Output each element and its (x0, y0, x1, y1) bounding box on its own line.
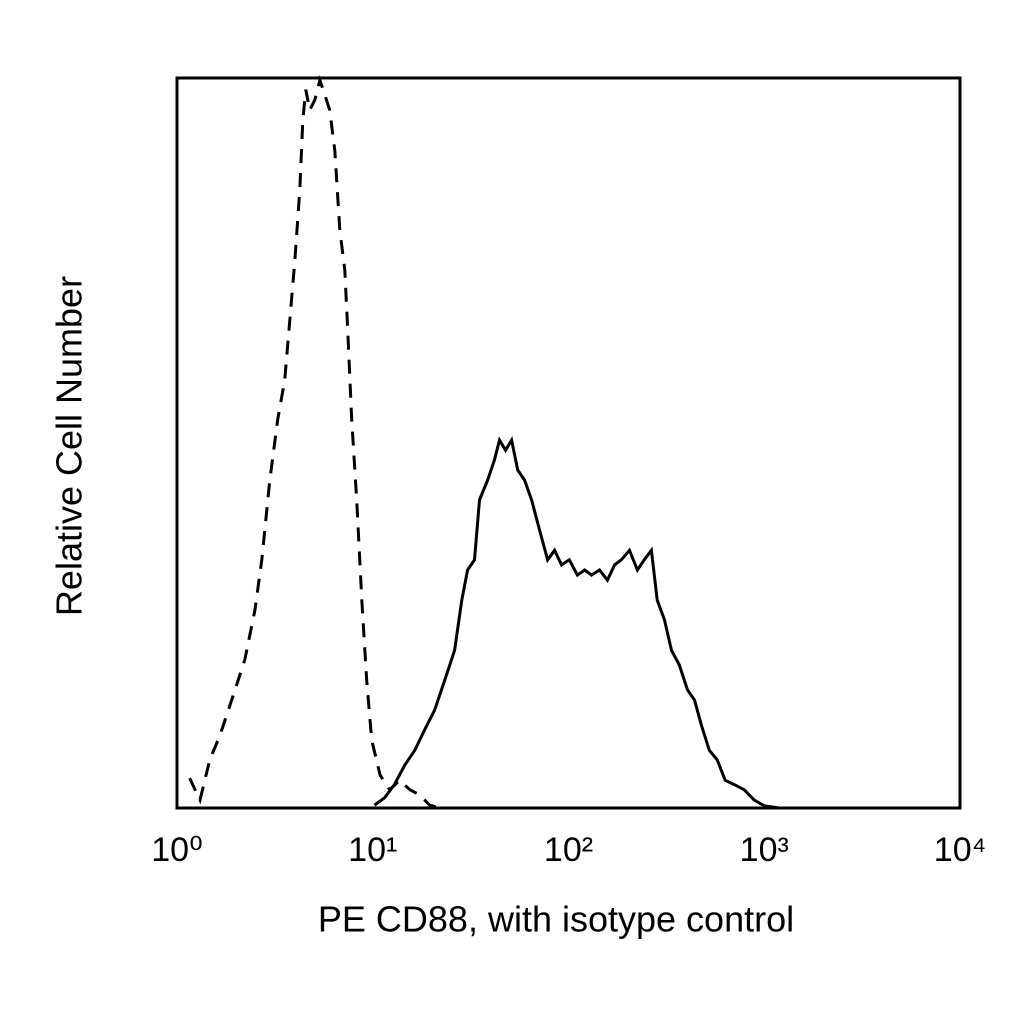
x-axis-label: PE CD88, with isotype control (318, 899, 794, 940)
x-tick-label: 10³ (740, 831, 789, 869)
x-tick-label: 10⁴ (934, 831, 986, 869)
series-line (188, 74, 441, 810)
y-axis-label: Relative Cell Number (49, 276, 90, 616)
plot-frame (175, 76, 962, 810)
series-line (373, 435, 780, 810)
x-tick-label: 10² (544, 831, 593, 869)
x-tick-label: 10¹ (348, 831, 397, 869)
x-tick-label: 10⁰ (151, 831, 202, 869)
